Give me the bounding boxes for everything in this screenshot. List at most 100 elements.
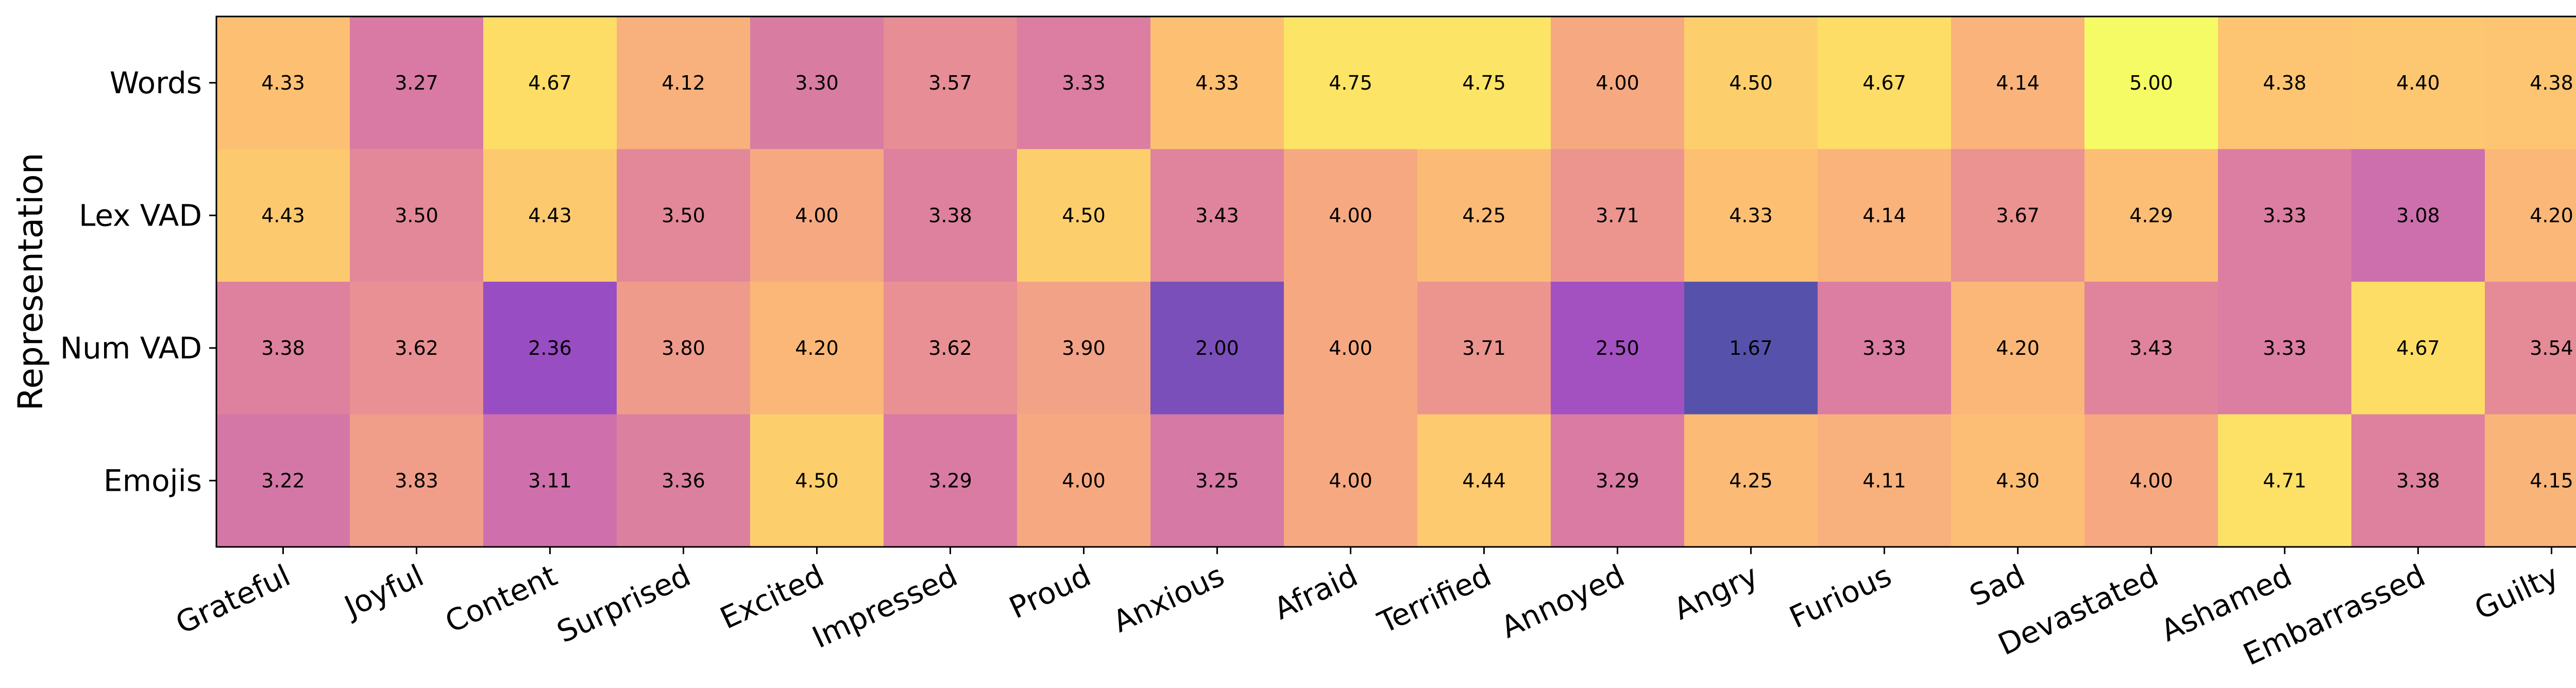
heatmap-cell bbox=[2351, 414, 2485, 547]
heatmap-cell bbox=[617, 414, 751, 547]
heatmap-cell bbox=[216, 149, 350, 282]
cell-value-label: 3.29 bbox=[1596, 469, 1639, 492]
cell-value-label: 3.30 bbox=[795, 72, 839, 94]
heatmap-cell bbox=[1150, 414, 1284, 547]
x-tick-label: Proud bbox=[1004, 558, 1096, 626]
heatmap-cell bbox=[1684, 149, 1818, 282]
cell-value-label: 3.22 bbox=[261, 469, 305, 492]
heatmap-cell bbox=[2218, 282, 2352, 415]
heatmap-cell bbox=[617, 282, 751, 415]
cell-value-label: 4.44 bbox=[1462, 469, 1506, 492]
heatmap-cell bbox=[483, 16, 617, 149]
y-tick-label: Words bbox=[110, 65, 202, 100]
y-tick-label: Lex VAD bbox=[79, 198, 202, 233]
heatmap-cells bbox=[216, 16, 2576, 547]
cell-value-label: 4.25 bbox=[1729, 469, 1773, 492]
heatmap-cell bbox=[750, 414, 884, 547]
heatmap-cell bbox=[1818, 16, 1952, 149]
cell-value-label: 3.36 bbox=[662, 469, 705, 492]
cell-value-label: 2.00 bbox=[1195, 337, 1239, 359]
heatmap-cell bbox=[2351, 282, 2485, 415]
cell-value-label: 4.12 bbox=[662, 72, 705, 94]
heatmap-cell bbox=[1017, 16, 1151, 149]
heatmap-cell bbox=[2351, 16, 2485, 149]
heatmap-cell bbox=[884, 282, 1018, 415]
y-axis-title: Representation bbox=[11, 152, 50, 410]
heatmap-cell bbox=[1818, 414, 1952, 547]
heatmap-cell bbox=[483, 149, 617, 282]
cell-value-label: 3.80 bbox=[662, 337, 705, 359]
x-tick-label: Furious bbox=[1784, 558, 1896, 635]
heatmap-cell bbox=[2218, 149, 2352, 282]
x-tick-label: Afraid bbox=[1268, 558, 1363, 627]
cell-value-label: 4.20 bbox=[795, 337, 839, 359]
cell-value-label: 4.00 bbox=[795, 204, 839, 227]
cell-value-label: 4.20 bbox=[2530, 204, 2573, 227]
cell-value-label: 3.50 bbox=[395, 204, 438, 227]
cell-value-label: 3.25 bbox=[1195, 469, 1239, 492]
cell-value-label: 4.29 bbox=[2129, 204, 2173, 227]
heatmap-cell bbox=[2084, 16, 2218, 149]
y-tick-label: Emojis bbox=[104, 463, 202, 498]
heatmap-cell bbox=[750, 282, 884, 415]
cell-value-label: 3.43 bbox=[2129, 337, 2173, 359]
cell-value-label: 3.83 bbox=[395, 469, 438, 492]
cell-value-label: 2.36 bbox=[528, 337, 572, 359]
cell-value-label: 4.67 bbox=[1862, 72, 1906, 94]
heatmap-cell bbox=[1417, 16, 1551, 149]
heatmap-cell bbox=[617, 16, 751, 149]
heatmap-cell bbox=[617, 149, 751, 282]
heatmap-cell bbox=[1684, 414, 1818, 547]
heatmap-cell bbox=[2485, 149, 2576, 282]
cell-value-label: 5.00 bbox=[2129, 72, 2173, 94]
heatmap-cell bbox=[884, 414, 1018, 547]
cell-value-label: 3.50 bbox=[662, 204, 705, 227]
heatmap-cell bbox=[1417, 282, 1551, 415]
heatmap-cell bbox=[350, 149, 484, 282]
cell-value-label: 4.20 bbox=[1996, 337, 2040, 359]
cell-value-label: 3.43 bbox=[1195, 204, 1239, 227]
heatmap-cell bbox=[1150, 149, 1284, 282]
heatmap-cell bbox=[1284, 16, 1418, 149]
heatmap-cell bbox=[1551, 16, 1685, 149]
heatmap-cell bbox=[1284, 282, 1418, 415]
heatmap-cell bbox=[1150, 282, 1284, 415]
x-tick-label: Guilty bbox=[2469, 558, 2564, 627]
cell-value-label: 4.30 bbox=[1996, 469, 2040, 492]
cell-value-label: 3.38 bbox=[928, 204, 972, 227]
cell-value-label: 4.43 bbox=[528, 204, 572, 227]
heatmap-cell bbox=[350, 282, 484, 415]
heatmap-cell bbox=[1684, 282, 1818, 415]
cell-value-label: 3.33 bbox=[2263, 204, 2307, 227]
cell-value-label: 4.38 bbox=[2263, 72, 2307, 94]
cell-value-label: 3.29 bbox=[928, 469, 972, 492]
cell-value-label: 3.33 bbox=[1062, 72, 1106, 94]
cell-value-label: 3.54 bbox=[2530, 337, 2573, 359]
heatmap-cell bbox=[884, 16, 1018, 149]
cell-value-label: 4.50 bbox=[1062, 204, 1106, 227]
heatmap-cell bbox=[1551, 149, 1685, 282]
heatmap-cell bbox=[483, 282, 617, 415]
cell-value-label: 3.11 bbox=[528, 469, 572, 492]
heatmap-cell bbox=[2218, 16, 2352, 149]
heatmap-cell bbox=[884, 149, 1018, 282]
x-tick-label: Surprised bbox=[552, 558, 696, 650]
heatmap-cell bbox=[1951, 414, 2085, 547]
heatmap-cell bbox=[350, 414, 484, 547]
heatmap-cell bbox=[1684, 16, 1818, 149]
cell-value-label: 4.00 bbox=[1062, 469, 1106, 492]
heatmap-cell bbox=[1951, 282, 2085, 415]
x-tick-label: Joyful bbox=[338, 558, 429, 625]
heatmap-cell bbox=[2084, 414, 2218, 547]
x-tick-label: Annoyed bbox=[1496, 558, 1630, 645]
cell-value-label: 1.67 bbox=[1729, 337, 1773, 359]
cell-value-label: 4.75 bbox=[1329, 72, 1372, 94]
cell-value-label: 4.14 bbox=[1996, 72, 2040, 94]
heatmap-cell bbox=[1818, 282, 1952, 415]
heatmap-cell bbox=[350, 16, 484, 149]
cell-value-label: 4.43 bbox=[261, 204, 305, 227]
cell-value-labels: 4.33 3.27 4.67 4.12 3.30 3.57 3.33 4.33 4.75 4.75… bbox=[261, 72, 2573, 492]
cell-value-label: 4.40 bbox=[2396, 72, 2440, 94]
heatmap-cell bbox=[1150, 16, 1284, 149]
